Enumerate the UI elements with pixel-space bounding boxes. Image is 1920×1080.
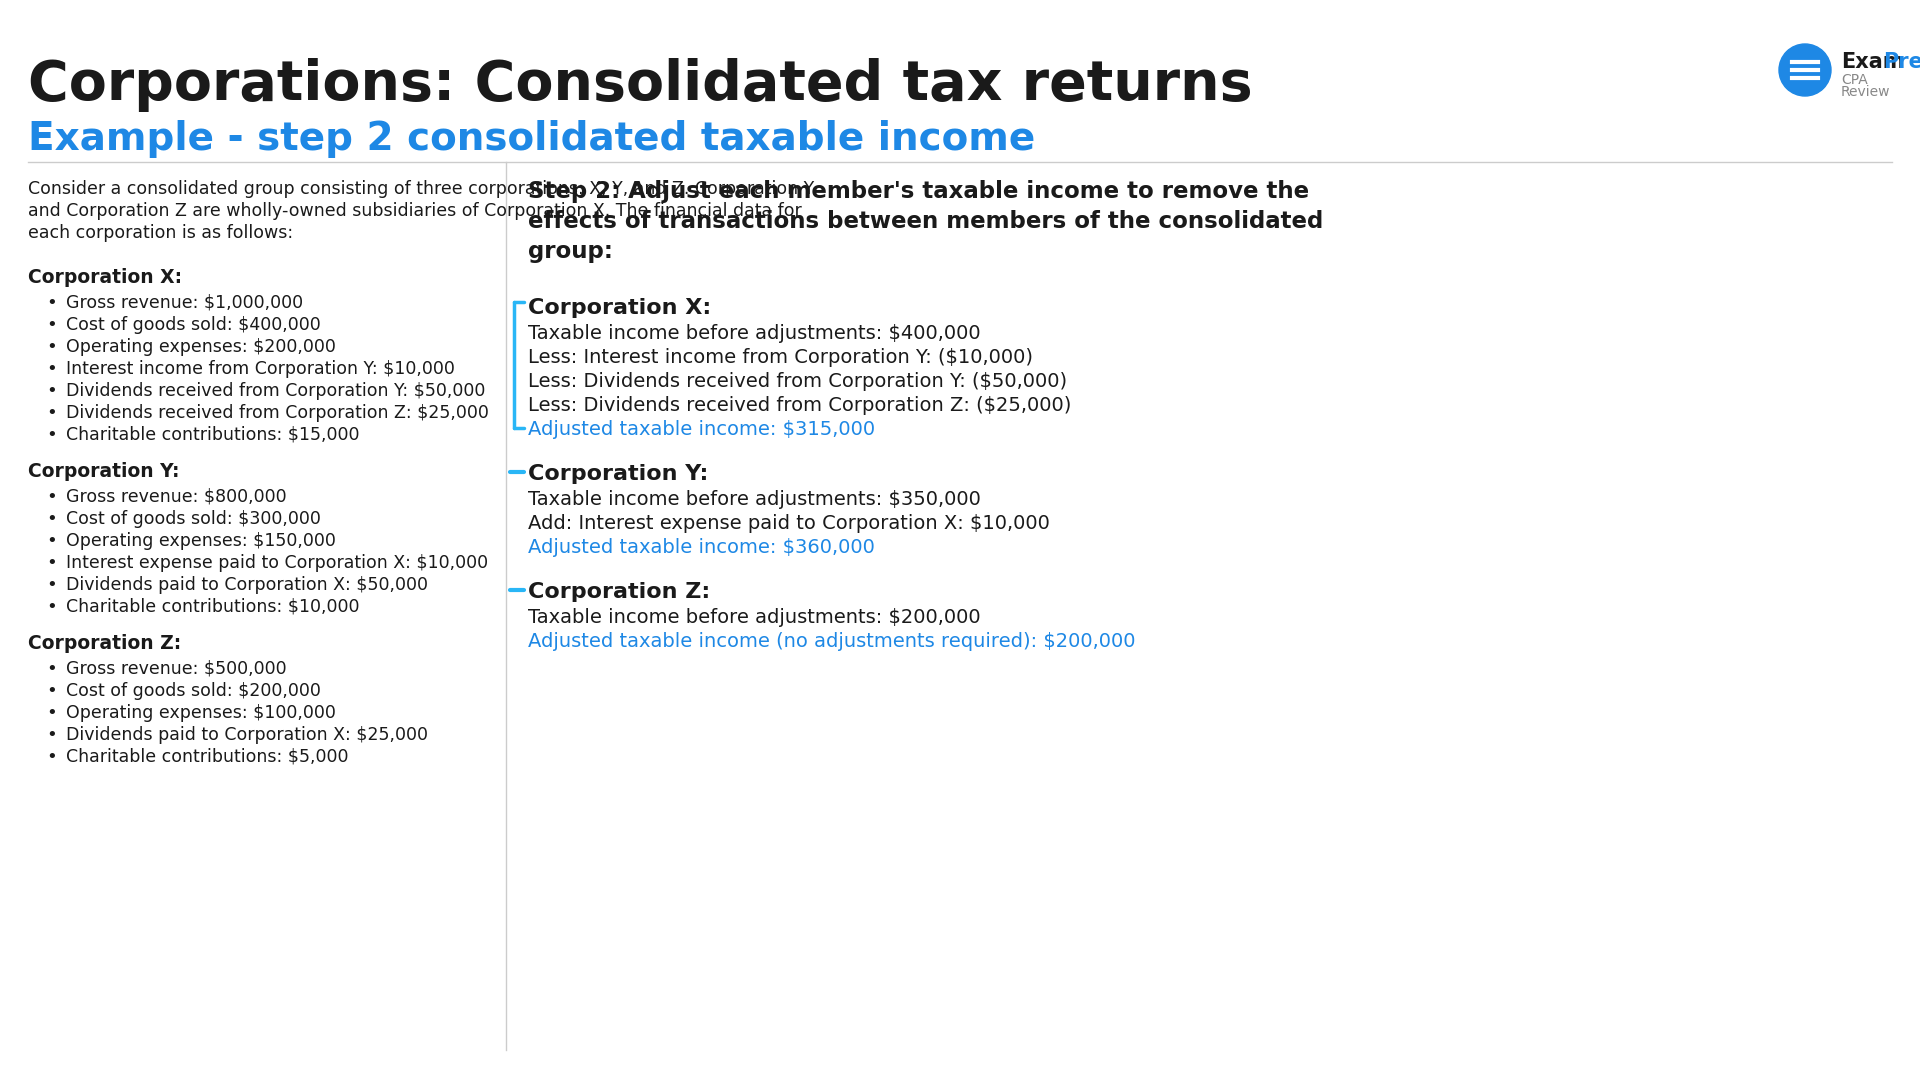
- Text: Cost of goods sold: $200,000: Cost of goods sold: $200,000: [65, 681, 321, 700]
- Text: Charitable contributions: $5,000: Charitable contributions: $5,000: [65, 748, 349, 766]
- Text: •: •: [46, 660, 58, 678]
- Text: Taxable income before adjustments: $400,000: Taxable income before adjustments: $400,…: [528, 324, 981, 343]
- Text: Less: Dividends received from Corporation Y: ($50,000): Less: Dividends received from Corporatio…: [528, 372, 1068, 391]
- Text: •: •: [46, 576, 58, 594]
- Text: Corporation Z:: Corporation Z:: [29, 634, 180, 653]
- Text: Corporation Y:: Corporation Y:: [528, 464, 708, 484]
- Text: Corporation X:: Corporation X:: [528, 298, 710, 318]
- Text: Cost of goods sold: $300,000: Cost of goods sold: $300,000: [65, 510, 321, 528]
- Text: •: •: [46, 294, 58, 312]
- Text: •: •: [46, 404, 58, 422]
- Text: Operating expenses: $200,000: Operating expenses: $200,000: [65, 338, 336, 356]
- Text: •: •: [46, 598, 58, 616]
- Text: Gross revenue: $800,000: Gross revenue: $800,000: [65, 488, 286, 507]
- Text: effects of transactions between members of the consolidated: effects of transactions between members …: [528, 210, 1323, 233]
- Text: •: •: [46, 704, 58, 723]
- Text: Corporations: Consolidated tax returns: Corporations: Consolidated tax returns: [29, 58, 1252, 112]
- Text: Operating expenses: $150,000: Operating expenses: $150,000: [65, 532, 336, 550]
- Text: •: •: [46, 426, 58, 444]
- Text: •: •: [46, 316, 58, 334]
- Text: Less: Dividends received from Corporation Z: ($25,000): Less: Dividends received from Corporatio…: [528, 396, 1071, 415]
- Text: Dividends paid to Corporation X: $50,000: Dividends paid to Corporation X: $50,000: [65, 576, 428, 594]
- Text: •: •: [46, 726, 58, 744]
- Text: Dividends received from Corporation Y: $50,000: Dividends received from Corporation Y: $…: [65, 382, 486, 400]
- Text: and Corporation Z are wholly-owned subsidiaries of Corporation X. The financial : and Corporation Z are wholly-owned subsi…: [29, 202, 803, 220]
- Text: Corporation Z:: Corporation Z:: [528, 582, 710, 602]
- Text: Exam: Exam: [1841, 52, 1905, 72]
- Text: •: •: [46, 554, 58, 572]
- Text: •: •: [46, 510, 58, 528]
- Text: Corporation Y:: Corporation Y:: [29, 462, 179, 481]
- Text: CPA: CPA: [1841, 73, 1868, 87]
- Text: Gross revenue: $1,000,000: Gross revenue: $1,000,000: [65, 294, 303, 312]
- Text: •: •: [46, 360, 58, 378]
- Text: Consider a consolidated group consisting of three corporations: X, Y, and Z. Cor: Consider a consolidated group consisting…: [29, 180, 814, 198]
- Text: each corporation is as follows:: each corporation is as follows:: [29, 224, 294, 242]
- Text: Charitable contributions: $15,000: Charitable contributions: $15,000: [65, 426, 359, 444]
- Text: Add: Interest expense paid to Corporation X: $10,000: Add: Interest expense paid to Corporatio…: [528, 514, 1050, 534]
- Text: •: •: [46, 532, 58, 550]
- Text: Corporation X:: Corporation X:: [29, 268, 182, 287]
- Text: Taxable income before adjustments: $350,000: Taxable income before adjustments: $350,…: [528, 490, 981, 509]
- Text: •: •: [46, 681, 58, 700]
- Text: Dividends received from Corporation Z: $25,000: Dividends received from Corporation Z: $…: [65, 404, 490, 422]
- Text: Review: Review: [1841, 85, 1891, 99]
- Circle shape: [1780, 44, 1832, 96]
- Text: Interest income from Corporation Y: $10,000: Interest income from Corporation Y: $10,…: [65, 360, 455, 378]
- Text: Prep.ai: Prep.ai: [1884, 52, 1920, 72]
- Text: •: •: [46, 338, 58, 356]
- Text: Charitable contributions: $10,000: Charitable contributions: $10,000: [65, 598, 359, 616]
- Text: Operating expenses: $100,000: Operating expenses: $100,000: [65, 704, 336, 723]
- Text: group:: group:: [528, 240, 612, 264]
- Text: Interest expense paid to Corporation X: $10,000: Interest expense paid to Corporation X: …: [65, 554, 488, 572]
- Text: Adjusted taxable income (no adjustments required): $200,000: Adjusted taxable income (no adjustments …: [528, 632, 1135, 651]
- Text: Dividends paid to Corporation X: $25,000: Dividends paid to Corporation X: $25,000: [65, 726, 428, 744]
- Text: Example - step 2 consolidated taxable income: Example - step 2 consolidated taxable in…: [29, 120, 1035, 158]
- Text: Gross revenue: $500,000: Gross revenue: $500,000: [65, 660, 286, 678]
- Text: •: •: [46, 748, 58, 766]
- Text: Adjusted taxable income: $360,000: Adjusted taxable income: $360,000: [528, 538, 876, 557]
- Text: •: •: [46, 382, 58, 400]
- Text: Adjusted taxable income: $315,000: Adjusted taxable income: $315,000: [528, 420, 876, 438]
- Text: Step 2: Adjust each member's taxable income to remove the: Step 2: Adjust each member's taxable inc…: [528, 180, 1309, 203]
- Text: Less: Interest income from Corporation Y: ($10,000): Less: Interest income from Corporation Y…: [528, 348, 1033, 367]
- Text: Taxable income before adjustments: $200,000: Taxable income before adjustments: $200,…: [528, 608, 981, 627]
- Text: Cost of goods sold: $400,000: Cost of goods sold: $400,000: [65, 316, 321, 334]
- Text: •: •: [46, 488, 58, 507]
